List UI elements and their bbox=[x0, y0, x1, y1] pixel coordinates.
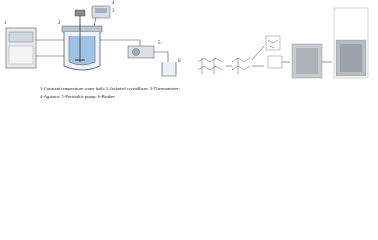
label: 2 bbox=[58, 21, 61, 26]
label: 3 bbox=[112, 9, 115, 14]
label: 4 bbox=[112, 1, 115, 6]
caption: 4-Agitator; 5-Peristaltic pump; 6-Beaker bbox=[40, 94, 115, 99]
label: 1 bbox=[4, 21, 7, 26]
tube bbox=[150, 51, 169, 66]
label: 5 bbox=[158, 41, 161, 46]
crystallizer bbox=[61, 9, 103, 71]
diagram: 1 2 3 4 5 6 1-Constant temperature water… bbox=[4, 1, 369, 99]
crystal-structures bbox=[197, 7, 369, 79]
caption: 1-Constant temperature water bath; 2-Jac… bbox=[40, 86, 180, 91]
tube bbox=[36, 39, 64, 57]
peristaltic-pump bbox=[127, 45, 155, 59]
tube bbox=[100, 39, 141, 48]
water-bath bbox=[5, 27, 37, 69]
label: 6 bbox=[178, 59, 181, 64]
beaker bbox=[161, 62, 177, 77]
